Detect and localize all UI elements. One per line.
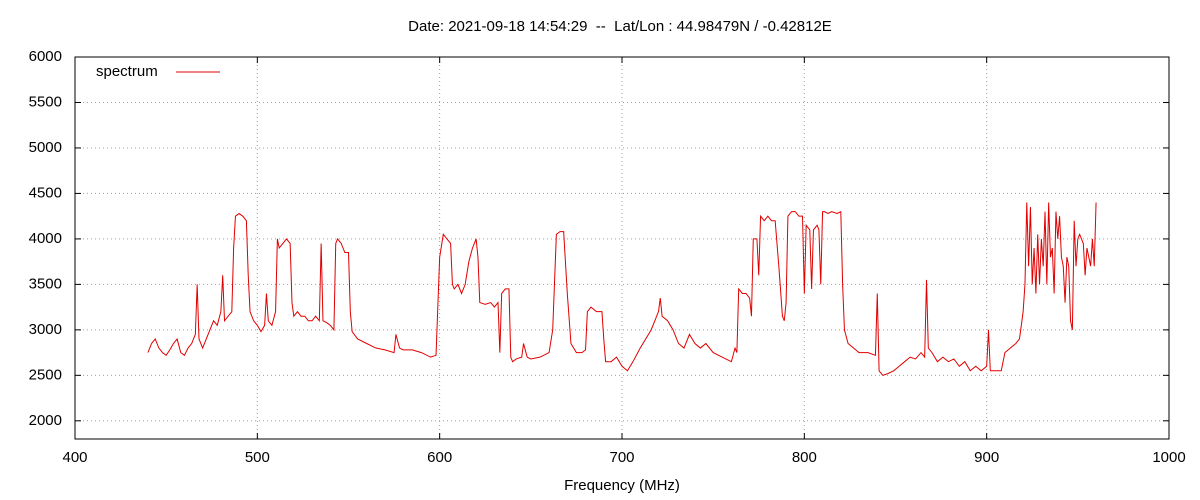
y-tick-label: 2000 xyxy=(29,412,62,429)
y-tick-label: 5000 xyxy=(29,139,62,156)
y-tick-label: 6000 xyxy=(29,48,62,65)
x-tick-label: 1000 xyxy=(1152,449,1185,466)
spectrum-line xyxy=(147,202,1097,376)
legend-label: spectrum xyxy=(96,63,158,80)
y-tick-label: 2500 xyxy=(29,366,62,383)
x-tick-label: 500 xyxy=(245,449,270,466)
x-tick-label: 700 xyxy=(609,449,634,466)
y-tick-label: 5500 xyxy=(29,93,62,110)
y-tick-label: 4500 xyxy=(29,184,62,201)
y-tick-label: 3500 xyxy=(29,275,62,292)
x-tick-label: 600 xyxy=(427,449,452,466)
y-tick-label: 3000 xyxy=(29,321,62,338)
x-tick-label: 400 xyxy=(62,449,87,466)
y-tick-label: 4000 xyxy=(29,230,62,247)
x-tick-label: 800 xyxy=(792,449,817,466)
x-axis-label: Frequency (MHz) xyxy=(564,477,680,494)
chart-title: Date: 2021-09-18 14:54:29 -- Lat/Lon : 4… xyxy=(408,18,832,35)
x-tick-label: 900 xyxy=(974,449,999,466)
plot-frame xyxy=(74,56,1170,440)
